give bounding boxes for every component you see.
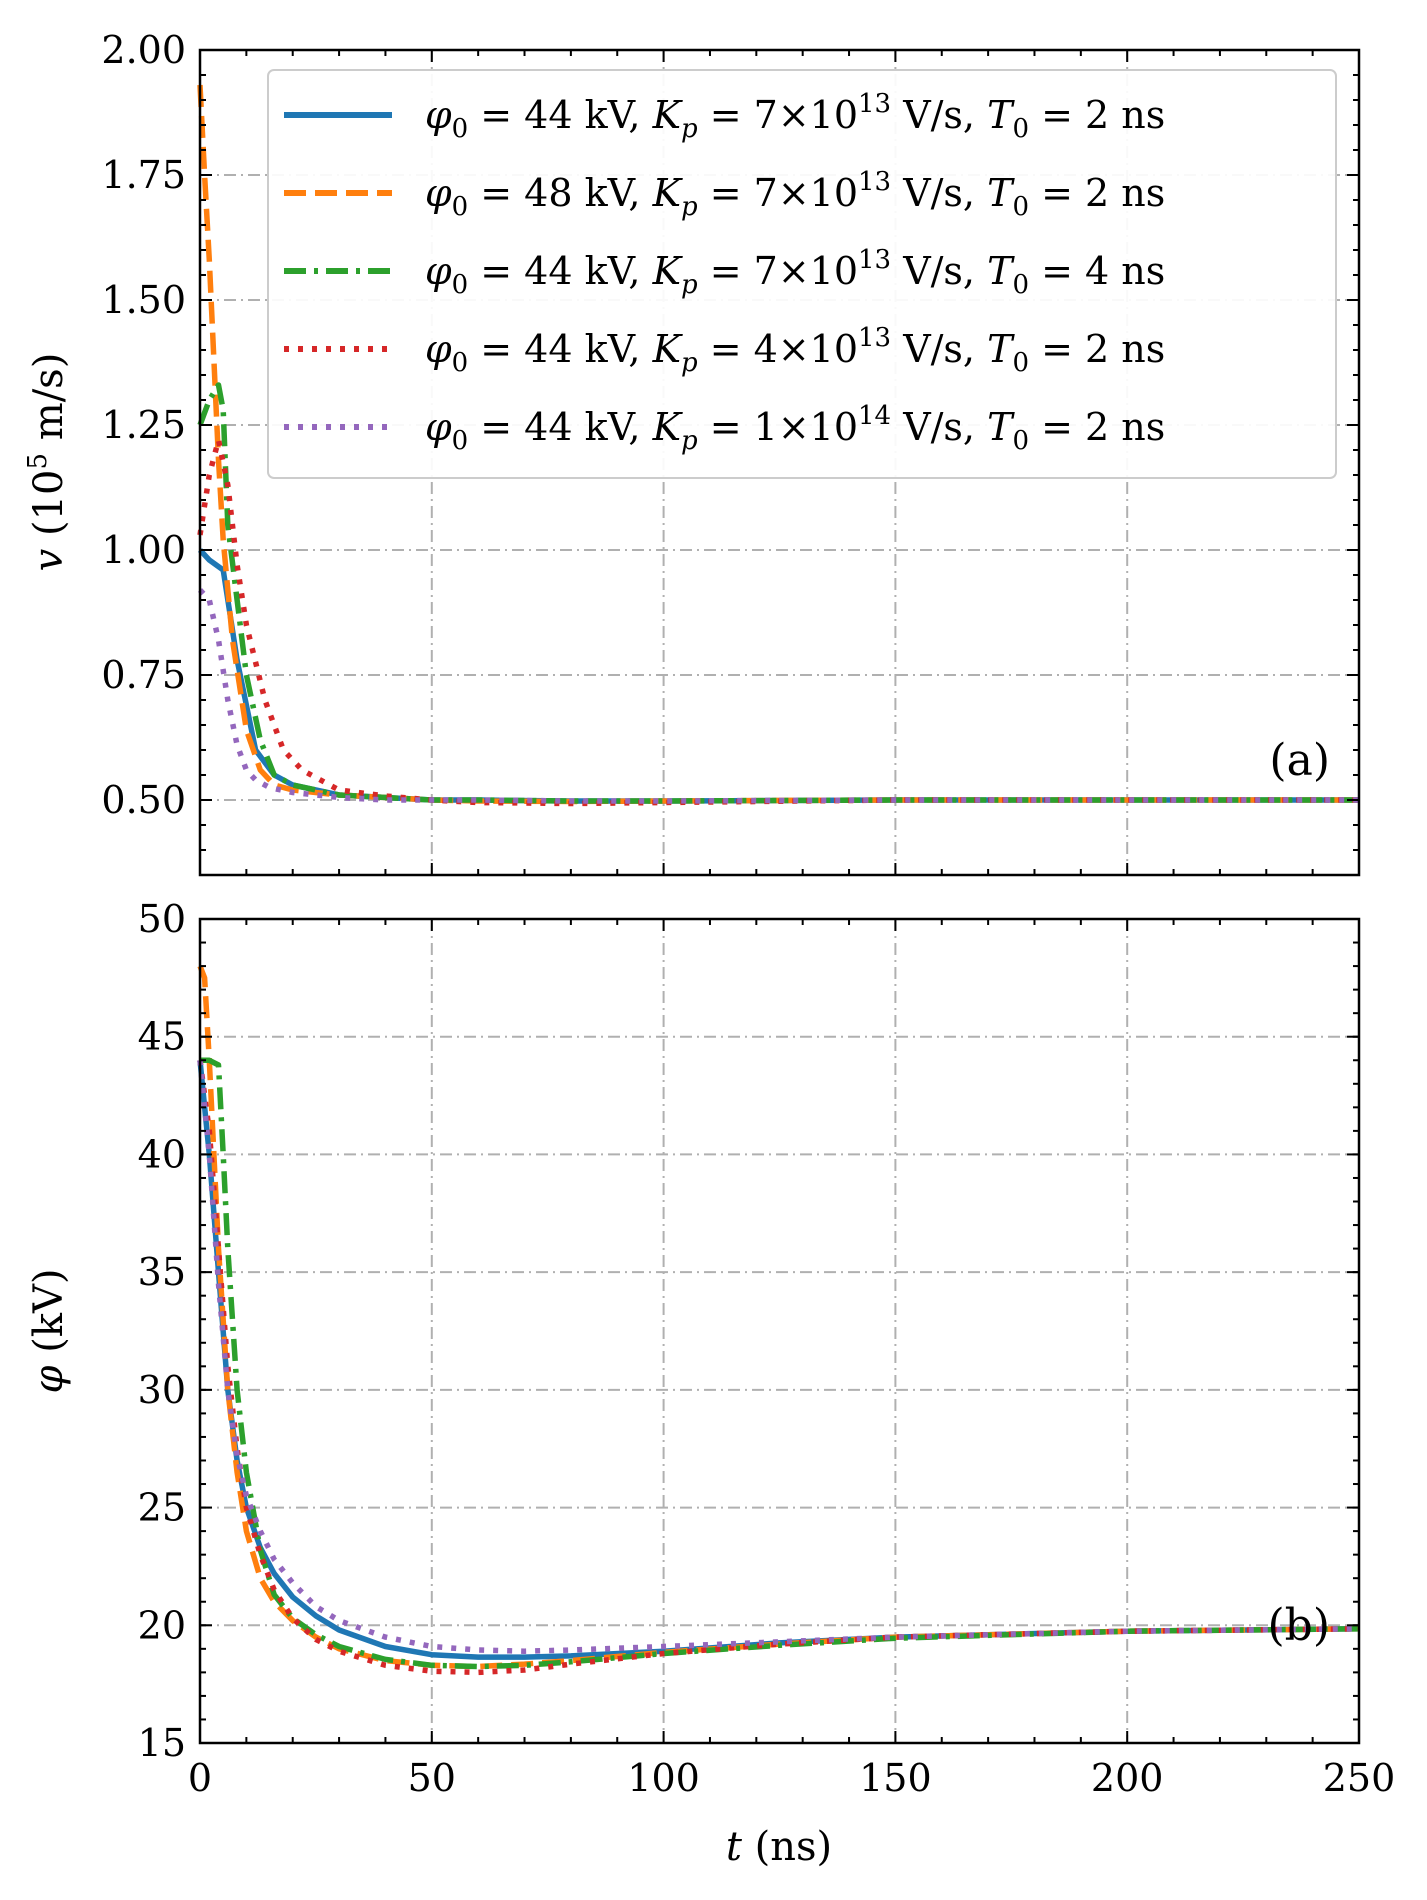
y-tick-label: 45 xyxy=(138,1015,186,1059)
axes-frame-b xyxy=(198,917,1361,1745)
y-tick-label: 40 xyxy=(138,1132,186,1176)
series-b xyxy=(197,965,1360,1676)
grid-b xyxy=(200,919,1359,1743)
ticks-b: 0 50 100 150 200 250 15 20 25 30 35 40 45 50 xyxy=(138,897,1396,1800)
y-tick-label: 1.50 xyxy=(101,278,186,322)
y-tick-label: 1.00 xyxy=(101,528,186,572)
y-tick-label: 30 xyxy=(138,1368,186,1412)
series-a xyxy=(197,84,1359,807)
y-tick-label: 0.50 xyxy=(101,778,186,822)
y-axis-label-a: v (105 m/s) xyxy=(23,353,72,572)
panel-label-b: (b) xyxy=(1268,1600,1331,1651)
legend-label-4: φ0 = 44 kV, Kp = 4×1013 V/s, T0 = 2 ns xyxy=(425,323,1165,378)
y-axis-label-b: φ (kV) xyxy=(26,1268,72,1393)
x-tick-label: 150 xyxy=(859,1756,932,1800)
x-tick-label: 200 xyxy=(1091,1756,1164,1800)
panel-b: 0 50 100 150 200 250 15 20 25 30 35 40 45 50 φ (kV) (… xyxy=(26,897,1395,1870)
y-tick-label: 0.75 xyxy=(101,653,186,697)
y-tick-label: 25 xyxy=(138,1486,186,1530)
series-line-5 xyxy=(197,1060,1360,1654)
legend-box xyxy=(267,69,1337,479)
legend-label-2: φ0 = 48 kV, Kp = 7×1013 V/s, T0 = 2 ns xyxy=(425,167,1165,222)
legend-label-1: φ0 = 44 kV, Kp = 7×1013 V/s, T0 = 2 ns xyxy=(425,89,1165,144)
series-line-2 xyxy=(197,84,1359,805)
x-tick-label: 50 xyxy=(408,1756,456,1800)
y-tick-label: 1.75 xyxy=(101,153,186,197)
legend: φ0 = 44 kV, Kp = 7×1013 V/s, T0 = 2 ns φ0… xyxy=(267,69,1337,479)
ticks-a: 0.50 0.75 1.00 1.25 1.50 1.75 2.00 xyxy=(101,28,1360,876)
panel-label-a: (a) xyxy=(1269,735,1330,786)
legend-label-5: φ0 = 44 kV, Kp = 1×1014 V/s, T0 = 2 ns xyxy=(425,401,1165,456)
y-tick-label: 2.00 xyxy=(101,28,186,72)
x-axis-label: t (ns) xyxy=(726,1824,832,1870)
series-line-4 xyxy=(197,437,1359,807)
legend-label-3: φ0 = 44 kV, Kp = 7×1013 V/s, T0 = 4 ns xyxy=(425,245,1165,300)
x-tick-label: 0 xyxy=(188,1756,212,1800)
y-tick-label: 35 xyxy=(138,1250,186,1294)
y-tick-label: 20 xyxy=(138,1603,186,1647)
axes-frame-a xyxy=(198,48,1361,877)
y-tick-label: 15 xyxy=(138,1721,186,1765)
x-tick-label: 250 xyxy=(1323,1756,1396,1800)
series-line-3 xyxy=(200,1057,1360,1670)
x-tick-label: 100 xyxy=(627,1756,700,1800)
y-tick-label: 1.25 xyxy=(101,403,186,447)
y-tick-label: 50 xyxy=(138,897,186,941)
